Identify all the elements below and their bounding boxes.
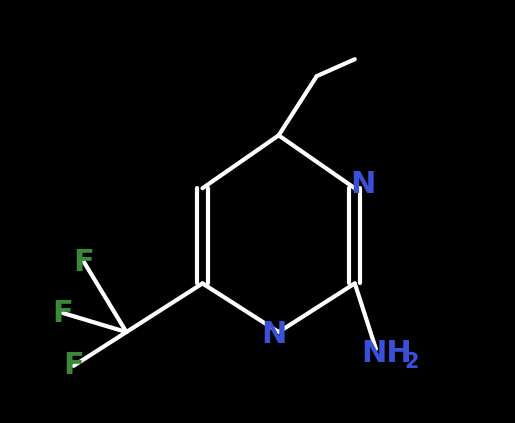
Text: F: F bbox=[53, 299, 73, 327]
Text: 2: 2 bbox=[405, 352, 419, 372]
Text: NH: NH bbox=[361, 339, 412, 368]
Text: F: F bbox=[63, 352, 84, 380]
Text: F: F bbox=[74, 248, 94, 277]
Text: N: N bbox=[262, 320, 287, 349]
Text: N: N bbox=[351, 170, 376, 198]
